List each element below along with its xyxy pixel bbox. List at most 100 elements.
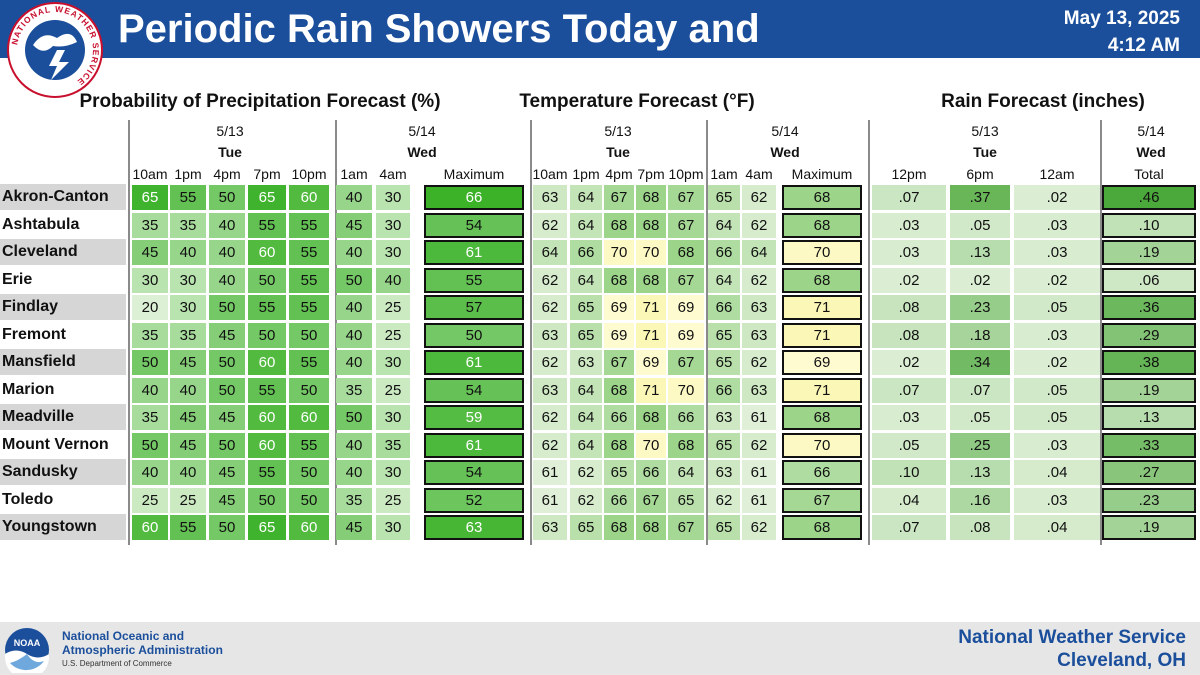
- pop-cell: 40: [132, 377, 168, 403]
- pop-col-header: 4am: [379, 166, 407, 182]
- temp-cell: 62: [533, 432, 567, 458]
- temp-cell: 69: [668, 322, 704, 348]
- temp-cell: 62: [570, 487, 602, 513]
- city-row-band: [0, 184, 126, 210]
- pop-col-header: 10pm: [291, 166, 327, 182]
- temp-group-title: Temperature Forecast (°F): [519, 91, 755, 112]
- temp-cell: 68: [604, 377, 634, 403]
- temp-cell: 64: [570, 185, 602, 210]
- temp-maximum-cell: 69: [782, 350, 862, 375]
- temp-day1-date: 5/13: [604, 123, 632, 139]
- pop-cell: 55: [289, 212, 329, 238]
- temp-cell: 67: [668, 185, 704, 210]
- temp-cell: 66: [708, 295, 740, 320]
- temp-col-header: Maximum: [791, 166, 853, 182]
- temp-cell: 71: [636, 377, 666, 403]
- pop-cell: 55: [289, 240, 329, 265]
- pop-cell: 35: [170, 322, 206, 348]
- temp-cell: 71: [636, 322, 666, 348]
- rain-total-cell: .19: [1102, 240, 1196, 265]
- pop-cell: 40: [336, 240, 372, 265]
- temp-cell: 69: [668, 295, 704, 320]
- temp-day2-name: Wed: [770, 144, 800, 160]
- pop-cell: 45: [132, 240, 168, 265]
- pop-cell: 40: [170, 377, 206, 403]
- city-name: Marion: [2, 380, 55, 398]
- temp-cell: 61: [533, 487, 567, 513]
- rain-group-title: Rain Forecast (inches): [941, 91, 1145, 112]
- pop-cell: 40: [209, 212, 245, 238]
- city-row-band: [0, 514, 126, 540]
- temp-cell: 70: [668, 377, 704, 403]
- temp-cell: 67: [636, 487, 666, 513]
- pop-cell: 60: [289, 185, 329, 210]
- rain-cell: .03: [1014, 487, 1100, 513]
- temp-maximum-cell: 68: [782, 267, 862, 293]
- pop-cell: 35: [170, 212, 206, 238]
- temp-cell: 67: [604, 350, 634, 375]
- temp-maximum-cell: 68: [782, 185, 862, 210]
- pop-cell: 40: [132, 460, 168, 485]
- rain-cell: .16: [950, 487, 1010, 513]
- temp-cell: 65: [708, 322, 740, 348]
- rain-cell: .05: [1014, 295, 1100, 320]
- city-row-band: [0, 239, 126, 265]
- pop-cell: 30: [376, 240, 410, 265]
- page-title: Periodic Rain Showers Today and Tonight: [118, 7, 760, 101]
- temp-cell: 66: [636, 460, 666, 485]
- pop-cell: 50: [289, 460, 329, 485]
- temp-cell: 63: [533, 322, 567, 348]
- temp-cell: 62: [742, 267, 776, 293]
- nws-office: Cleveland, OH: [1057, 650, 1186, 671]
- temp-maximum-cell: 70: [782, 240, 862, 265]
- pop-cell: 50: [209, 295, 245, 320]
- temp-cell: 65: [570, 322, 602, 348]
- rain-cell: .02: [1014, 185, 1100, 210]
- rain-cell: .03: [872, 405, 946, 430]
- rain-total-cell: .27: [1102, 460, 1196, 485]
- temp-cell: 63: [533, 185, 567, 210]
- rain-cell: .02: [1014, 350, 1100, 375]
- pop-col-header: 1am: [340, 166, 368, 182]
- temp-cell: 71: [636, 295, 666, 320]
- temp-cell: 63: [533, 515, 567, 540]
- pop-cell: 40: [209, 240, 245, 265]
- temp-col-header: 10am: [532, 166, 568, 182]
- pop-cell: 40: [336, 295, 372, 320]
- temp-cell: 62: [708, 487, 740, 513]
- rain-cell: .03: [1014, 240, 1100, 265]
- temp-cell: 68: [604, 212, 634, 238]
- pop-cell: 40: [336, 322, 372, 348]
- pop-cell: 25: [376, 322, 410, 348]
- temp-cell: 62: [570, 460, 602, 485]
- rain-cell: .23: [950, 295, 1010, 320]
- nws-name: National Weather Service: [958, 627, 1186, 648]
- rain-total-cell: .10: [1102, 212, 1196, 238]
- noaa-name-line2: Atmospheric Administration: [62, 643, 223, 657]
- rain-col-header: 12pm: [891, 166, 927, 182]
- pop-maximum-cell: 52: [424, 487, 524, 513]
- pop-cell: 50: [132, 432, 168, 458]
- pop-cell: 40: [209, 267, 245, 293]
- temp-cell: 63: [570, 350, 602, 375]
- forecast-table: Probability of Precipitation Forecast (%…: [0, 90, 1200, 545]
- pop-cell: 45: [209, 487, 245, 513]
- pop-maximum-cell: 54: [424, 460, 524, 485]
- temp-cell: 66: [570, 240, 602, 265]
- city-row-band: [0, 294, 126, 320]
- pop-cell: 45: [170, 432, 206, 458]
- rain-cell: .08: [872, 322, 946, 348]
- temp-cell: 61: [533, 460, 567, 485]
- temp-col-header: 4pm: [605, 166, 633, 182]
- header-bar: Periodic Rain Showers Today and Tonight …: [0, 0, 1200, 101]
- rain-cell: .07: [872, 515, 946, 540]
- temp-cell: 66: [604, 487, 634, 513]
- city-name: Fremont: [2, 325, 66, 343]
- pop-cell: 50: [289, 377, 329, 403]
- pop-cell: 30: [132, 267, 168, 293]
- temp-cell: 69: [604, 322, 634, 348]
- temp-cell: 64: [708, 212, 740, 238]
- rain-total-cell: .19: [1102, 377, 1196, 403]
- city-name: Erie: [2, 270, 33, 288]
- city-name: Meadville: [2, 408, 75, 425]
